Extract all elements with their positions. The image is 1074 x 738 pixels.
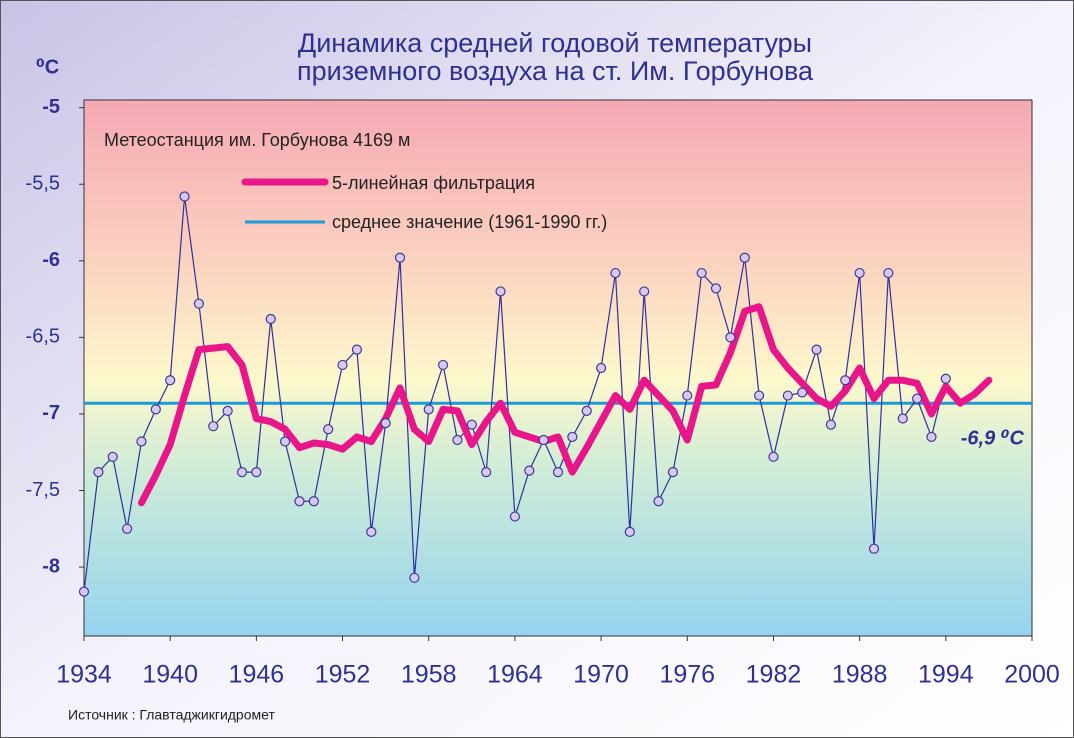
y-tick-label: -8 xyxy=(42,555,60,577)
data-point xyxy=(753,390,765,401)
y-tick-label: -7,5 xyxy=(26,479,60,501)
data-point xyxy=(222,405,233,416)
chart-title: приземного воздуха на ст. Им. Горбунова xyxy=(297,56,814,86)
data-point xyxy=(739,252,750,263)
data-point xyxy=(481,467,492,478)
data-point xyxy=(897,413,908,424)
x-tick-label: 2000 xyxy=(1004,661,1060,689)
legend-label: среднее значение (1961-1990 гг.) xyxy=(332,212,607,232)
data-point xyxy=(308,496,319,507)
data-point xyxy=(452,434,463,446)
x-tick-label: 1976 xyxy=(659,661,715,689)
data-point xyxy=(624,526,635,537)
x-tick-label: 1952 xyxy=(315,661,371,689)
data-point xyxy=(883,267,894,279)
x-tick-label: 1946 xyxy=(229,661,285,689)
annotation: Метеостанция им. Горбунова 4169 м xyxy=(104,130,410,150)
data-point xyxy=(595,362,607,374)
data-point xyxy=(78,586,90,597)
data-point xyxy=(926,431,937,443)
data-point xyxy=(251,467,262,478)
data-point xyxy=(854,267,865,279)
data-point xyxy=(825,419,837,430)
data-point xyxy=(567,431,578,443)
source: Источник : Главтаджикгидромет xyxy=(68,707,275,723)
data-point xyxy=(782,390,793,401)
data-point xyxy=(351,344,363,355)
chart-title: Динамика средней годовой температуры xyxy=(298,28,812,58)
data-point xyxy=(840,375,851,386)
plot-area xyxy=(83,99,1033,637)
data-point xyxy=(682,390,693,401)
data-point xyxy=(495,286,506,297)
data-point xyxy=(538,434,549,446)
data-point xyxy=(868,543,880,554)
data-point xyxy=(409,572,420,583)
data-point xyxy=(208,421,219,432)
filtered-line xyxy=(137,303,993,507)
data-point xyxy=(911,393,923,404)
x-tick-label: 1964 xyxy=(487,661,543,689)
data-point xyxy=(940,373,951,384)
data-point xyxy=(768,451,779,462)
data-point xyxy=(552,467,564,478)
data-point xyxy=(437,359,449,371)
x-tick-label: 1958 xyxy=(401,661,457,689)
data-point xyxy=(610,267,621,279)
data-point xyxy=(380,418,391,429)
data-point xyxy=(710,283,722,294)
data-point xyxy=(797,387,808,398)
data-point xyxy=(366,526,377,537)
mean-label: -6,9 ⁰C xyxy=(961,428,1025,450)
data-point xyxy=(93,467,104,478)
legend-label: 5-линейная фильтрация xyxy=(332,173,535,193)
data-point xyxy=(165,375,176,386)
y-tick-label: -5,5 xyxy=(26,173,60,195)
data-point xyxy=(466,419,477,430)
data-point xyxy=(265,313,276,325)
data-point xyxy=(524,465,535,476)
data-point xyxy=(725,332,736,343)
data-point xyxy=(136,436,147,447)
data-point xyxy=(179,191,190,202)
y-tick-label: -7 xyxy=(42,402,60,424)
data-point xyxy=(581,405,592,416)
data-point xyxy=(667,467,679,478)
data-point xyxy=(423,404,434,415)
y-tick-label: -6 xyxy=(42,249,60,271)
x-tick-label: 1982 xyxy=(746,661,802,689)
data-point xyxy=(294,496,305,507)
y-tick-label: -6,5 xyxy=(26,326,60,348)
x-tick-label: 1970 xyxy=(573,661,629,689)
x-tick-label: 1994 xyxy=(918,661,974,689)
y-tick-label: -5 xyxy=(42,96,60,118)
data-point xyxy=(811,344,822,355)
data-point xyxy=(394,252,406,263)
data-point xyxy=(323,424,334,435)
data-point xyxy=(193,298,205,309)
data-point xyxy=(696,267,707,279)
data-point xyxy=(337,359,348,371)
data-point xyxy=(121,523,133,534)
data-point xyxy=(279,436,291,447)
data-point xyxy=(150,404,161,415)
x-tick-label: 1934 xyxy=(56,661,112,689)
data-point xyxy=(236,467,248,478)
data-point xyxy=(653,496,664,507)
data-point xyxy=(509,511,521,522)
y-unit: ⁰C xyxy=(36,56,59,78)
x-tick-label: 1940 xyxy=(142,661,198,689)
x-tick-label: 1988 xyxy=(832,661,888,689)
data-point xyxy=(639,286,650,297)
data-point xyxy=(107,451,118,462)
